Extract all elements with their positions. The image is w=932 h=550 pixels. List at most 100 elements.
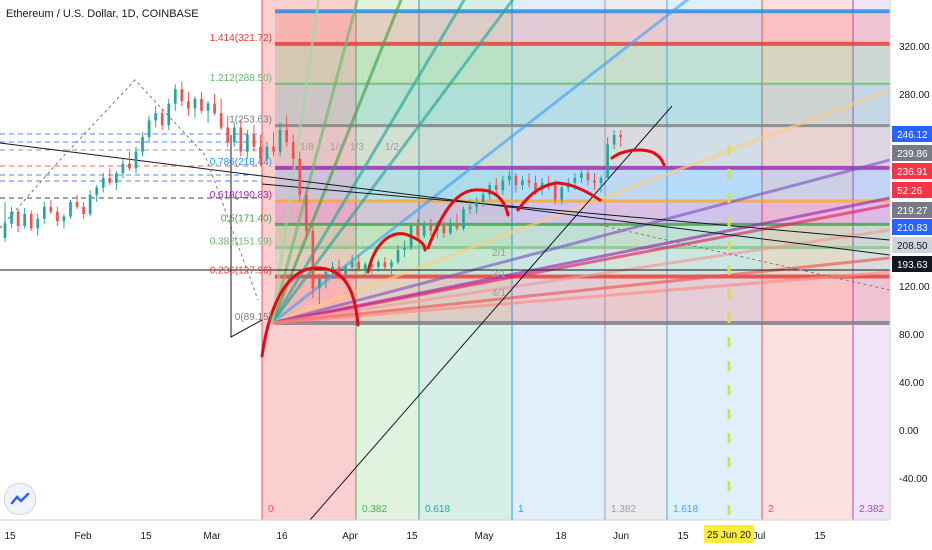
candle	[593, 173, 596, 190]
candle-body	[180, 89, 184, 102]
fan-label: 1/8	[300, 142, 314, 153]
candle-body	[226, 127, 230, 142]
tradingview-logo-icon[interactable]	[4, 483, 36, 515]
candle	[298, 151, 302, 202]
candle-body	[167, 103, 171, 126]
candle-body	[56, 211, 59, 222]
fan-label: 1/2	[385, 142, 399, 153]
candle-body	[442, 226, 446, 234]
candle	[10, 206, 13, 229]
candle-body	[534, 182, 537, 190]
fib-time-zone	[419, 0, 512, 520]
candle-body	[232, 127, 236, 142]
candle	[206, 101, 210, 123]
candle-body	[115, 173, 118, 183]
candle	[62, 214, 66, 229]
candle-body	[416, 226, 419, 236]
candle	[481, 190, 485, 207]
candle-body	[173, 89, 177, 104]
candle-body	[82, 206, 85, 214]
candle-body	[42, 206, 46, 219]
candle	[141, 132, 144, 157]
price-label-text: 208.50	[897, 241, 928, 252]
candle	[586, 168, 590, 186]
candle	[187, 91, 190, 116]
candle-body	[246, 134, 249, 152]
candle-body	[527, 180, 531, 183]
candle-body	[304, 194, 308, 231]
candle-body	[16, 211, 20, 226]
fan-line	[270, 0, 359, 324]
trend-line	[309, 105, 673, 521]
price-label-box	[892, 256, 932, 272]
time-tick-label: 15	[677, 531, 689, 542]
candle	[599, 175, 603, 193]
fib-time-label: 2.382	[859, 504, 884, 515]
trend-lines	[0, 79, 891, 521]
candle-body	[121, 163, 125, 174]
fib-time-label: 1.382	[611, 504, 636, 515]
candle-body	[3, 223, 7, 238]
candle	[147, 115, 151, 142]
candle-body	[593, 180, 596, 183]
candle-body	[383, 262, 387, 267]
fib-level-label: 0.236(127.96)	[210, 265, 272, 276]
candle	[134, 146, 138, 174]
candle-body	[344, 266, 347, 274]
candle	[285, 115, 288, 147]
candle	[363, 262, 367, 277]
candle-body	[580, 173, 583, 178]
candle	[36, 214, 40, 236]
price-label-box	[892, 202, 932, 218]
candle	[377, 259, 380, 272]
candle-body	[508, 175, 511, 181]
time-tick-label: 18	[555, 531, 567, 542]
candle	[311, 226, 315, 298]
candle	[193, 96, 197, 118]
trend-line	[261, 183, 891, 241]
price-axis: 320.00 280.00 120.00 80.00 40.00 0.00 -40.00 24…	[889, 0, 932, 550]
candle	[115, 170, 118, 190]
candle-body	[88, 194, 92, 214]
candle	[429, 218, 433, 236]
candle-body	[252, 134, 256, 147]
candle-body	[206, 103, 210, 111]
fib-time-label: 0.618	[425, 504, 450, 515]
fib-time-label: 2	[768, 504, 774, 515]
candle	[88, 190, 92, 217]
fib-time-label: 1.618	[673, 504, 698, 515]
candle-body	[357, 262, 361, 270]
price-label-box	[892, 182, 932, 198]
fan-line	[271, 270, 891, 325]
fib-band	[275, 11, 890, 44]
gann-fan	[270, 0, 891, 325]
candle	[252, 125, 256, 152]
price-label-box	[892, 145, 932, 161]
candle-body	[10, 211, 13, 224]
time-tick-label: May	[475, 531, 494, 542]
candle	[213, 94, 216, 116]
fib-level-label: 1.414(321.72)	[210, 33, 272, 44]
candle	[422, 221, 426, 238]
fan-line	[271, 88, 891, 325]
candle	[416, 218, 419, 241]
candle	[75, 194, 79, 210]
candle-body	[134, 151, 138, 169]
projection-line	[599, 224, 891, 291]
candle	[521, 175, 524, 190]
candle	[501, 175, 505, 195]
candle-body	[193, 98, 197, 109]
candle-body	[449, 223, 452, 234]
candle	[580, 168, 583, 183]
candle-body	[298, 158, 302, 195]
candle-body	[396, 250, 400, 262]
candle-body	[141, 137, 144, 152]
candle	[462, 206, 465, 231]
price-label-text: 239.86	[897, 149, 928, 160]
candle	[23, 208, 26, 229]
fan-line	[270, 0, 403, 324]
price-tick-label: 0.00	[899, 426, 919, 437]
fib-level-label: 1.212(288.50)	[210, 73, 272, 84]
price-label-text: 210.83	[897, 223, 928, 234]
